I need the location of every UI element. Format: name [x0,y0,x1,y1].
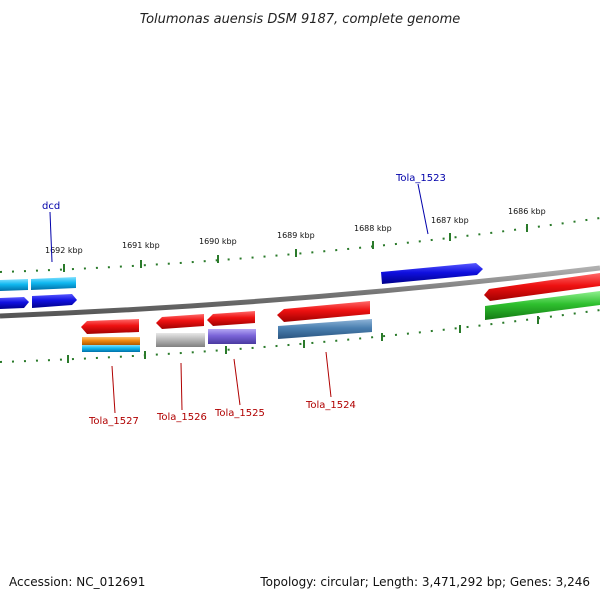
ruler-tick-1690 [217,255,219,263]
leader-tola-1526 [180,362,183,411]
gene-blue-left-b[interactable] [32,294,77,308]
gene-tola-1525-purple[interactable] [208,329,256,344]
ruler-label-1690: 1690 kbp [199,237,237,246]
footer-accession: Accession: NC_012691 [9,575,145,589]
ruler-label-1687: 1687 kbp [431,216,469,225]
gene-cyan-left-a[interactable] [0,279,28,291]
map-title: Tolumonas auensis DSM 9187, complete gen… [140,12,461,27]
ruler-label-1686: 1686 kbp [508,207,546,216]
leader-tola-1525 [233,358,241,406]
gene-red-right[interactable] [484,273,600,301]
gene-label-dcd[interactable]: dcd [42,201,60,212]
gene-tola-1527-cyan[interactable] [82,345,140,352]
gene-tola-1524-steel[interactable] [278,319,372,339]
inner-ruler [0,309,600,363]
inner-tick [459,325,461,333]
gene-tola-1527-orange[interactable] [82,337,140,345]
ruler-tick-1689 [295,249,297,257]
ruler-tick-1688 [372,241,374,249]
gene-tola-1526[interactable] [156,314,204,329]
outer-ruler-line [0,217,600,273]
footer-summary: Topology: circular; Length: 3,471,292 bp… [259,575,590,589]
outer-ruler [0,217,600,273]
leader-dcd [49,211,53,263]
gene-tola-1525[interactable] [207,311,255,326]
leader-tola-1524 [325,351,332,398]
gene-tola-1523[interactable] [381,263,483,284]
gene-tola-1527[interactable] [81,319,139,334]
gene-label-tola-1527[interactable]: Tola_1527 [88,416,139,427]
ruler-label-1689: 1689 kbp [277,231,315,240]
inner-tick [67,355,69,363]
ruler-tick-1691 [140,260,142,268]
gene-label-tola-1526[interactable]: Tola_1526 [156,412,207,423]
gene-tola-1524[interactable] [277,301,370,322]
ruler-label-1688: 1688 kbp [354,224,392,233]
gene-label-tola-1525[interactable]: Tola_1525 [214,408,265,419]
gene-label-tola-1524[interactable]: Tola_1524 [305,400,356,411]
ruler-tick-1686 [526,224,528,232]
inner-tick [225,346,227,354]
leader-tola-1523 [417,183,429,235]
gene-blue-left-a[interactable] [0,297,29,309]
ruler-tick-1692 [63,264,65,272]
ruler-label-1691: 1691 kbp [122,241,160,250]
ruler-label-1692: 1692 kbp [45,246,83,255]
ruler-tick-1687 [449,233,451,241]
inner-tick [381,333,383,341]
gene-cyan-left-b[interactable] [31,277,76,290]
inner-tick [303,340,305,348]
leader-tola-1527 [111,365,116,414]
gene-label-tola-1523[interactable]: Tola_1523 [395,173,446,184]
inner-ruler-line [0,309,600,363]
gene-green-right[interactable] [485,291,600,320]
genome-backbone [0,265,600,319]
inner-tick [144,351,146,359]
inner-tick [537,316,539,324]
gene-tola-1526-gray[interactable] [156,333,205,347]
